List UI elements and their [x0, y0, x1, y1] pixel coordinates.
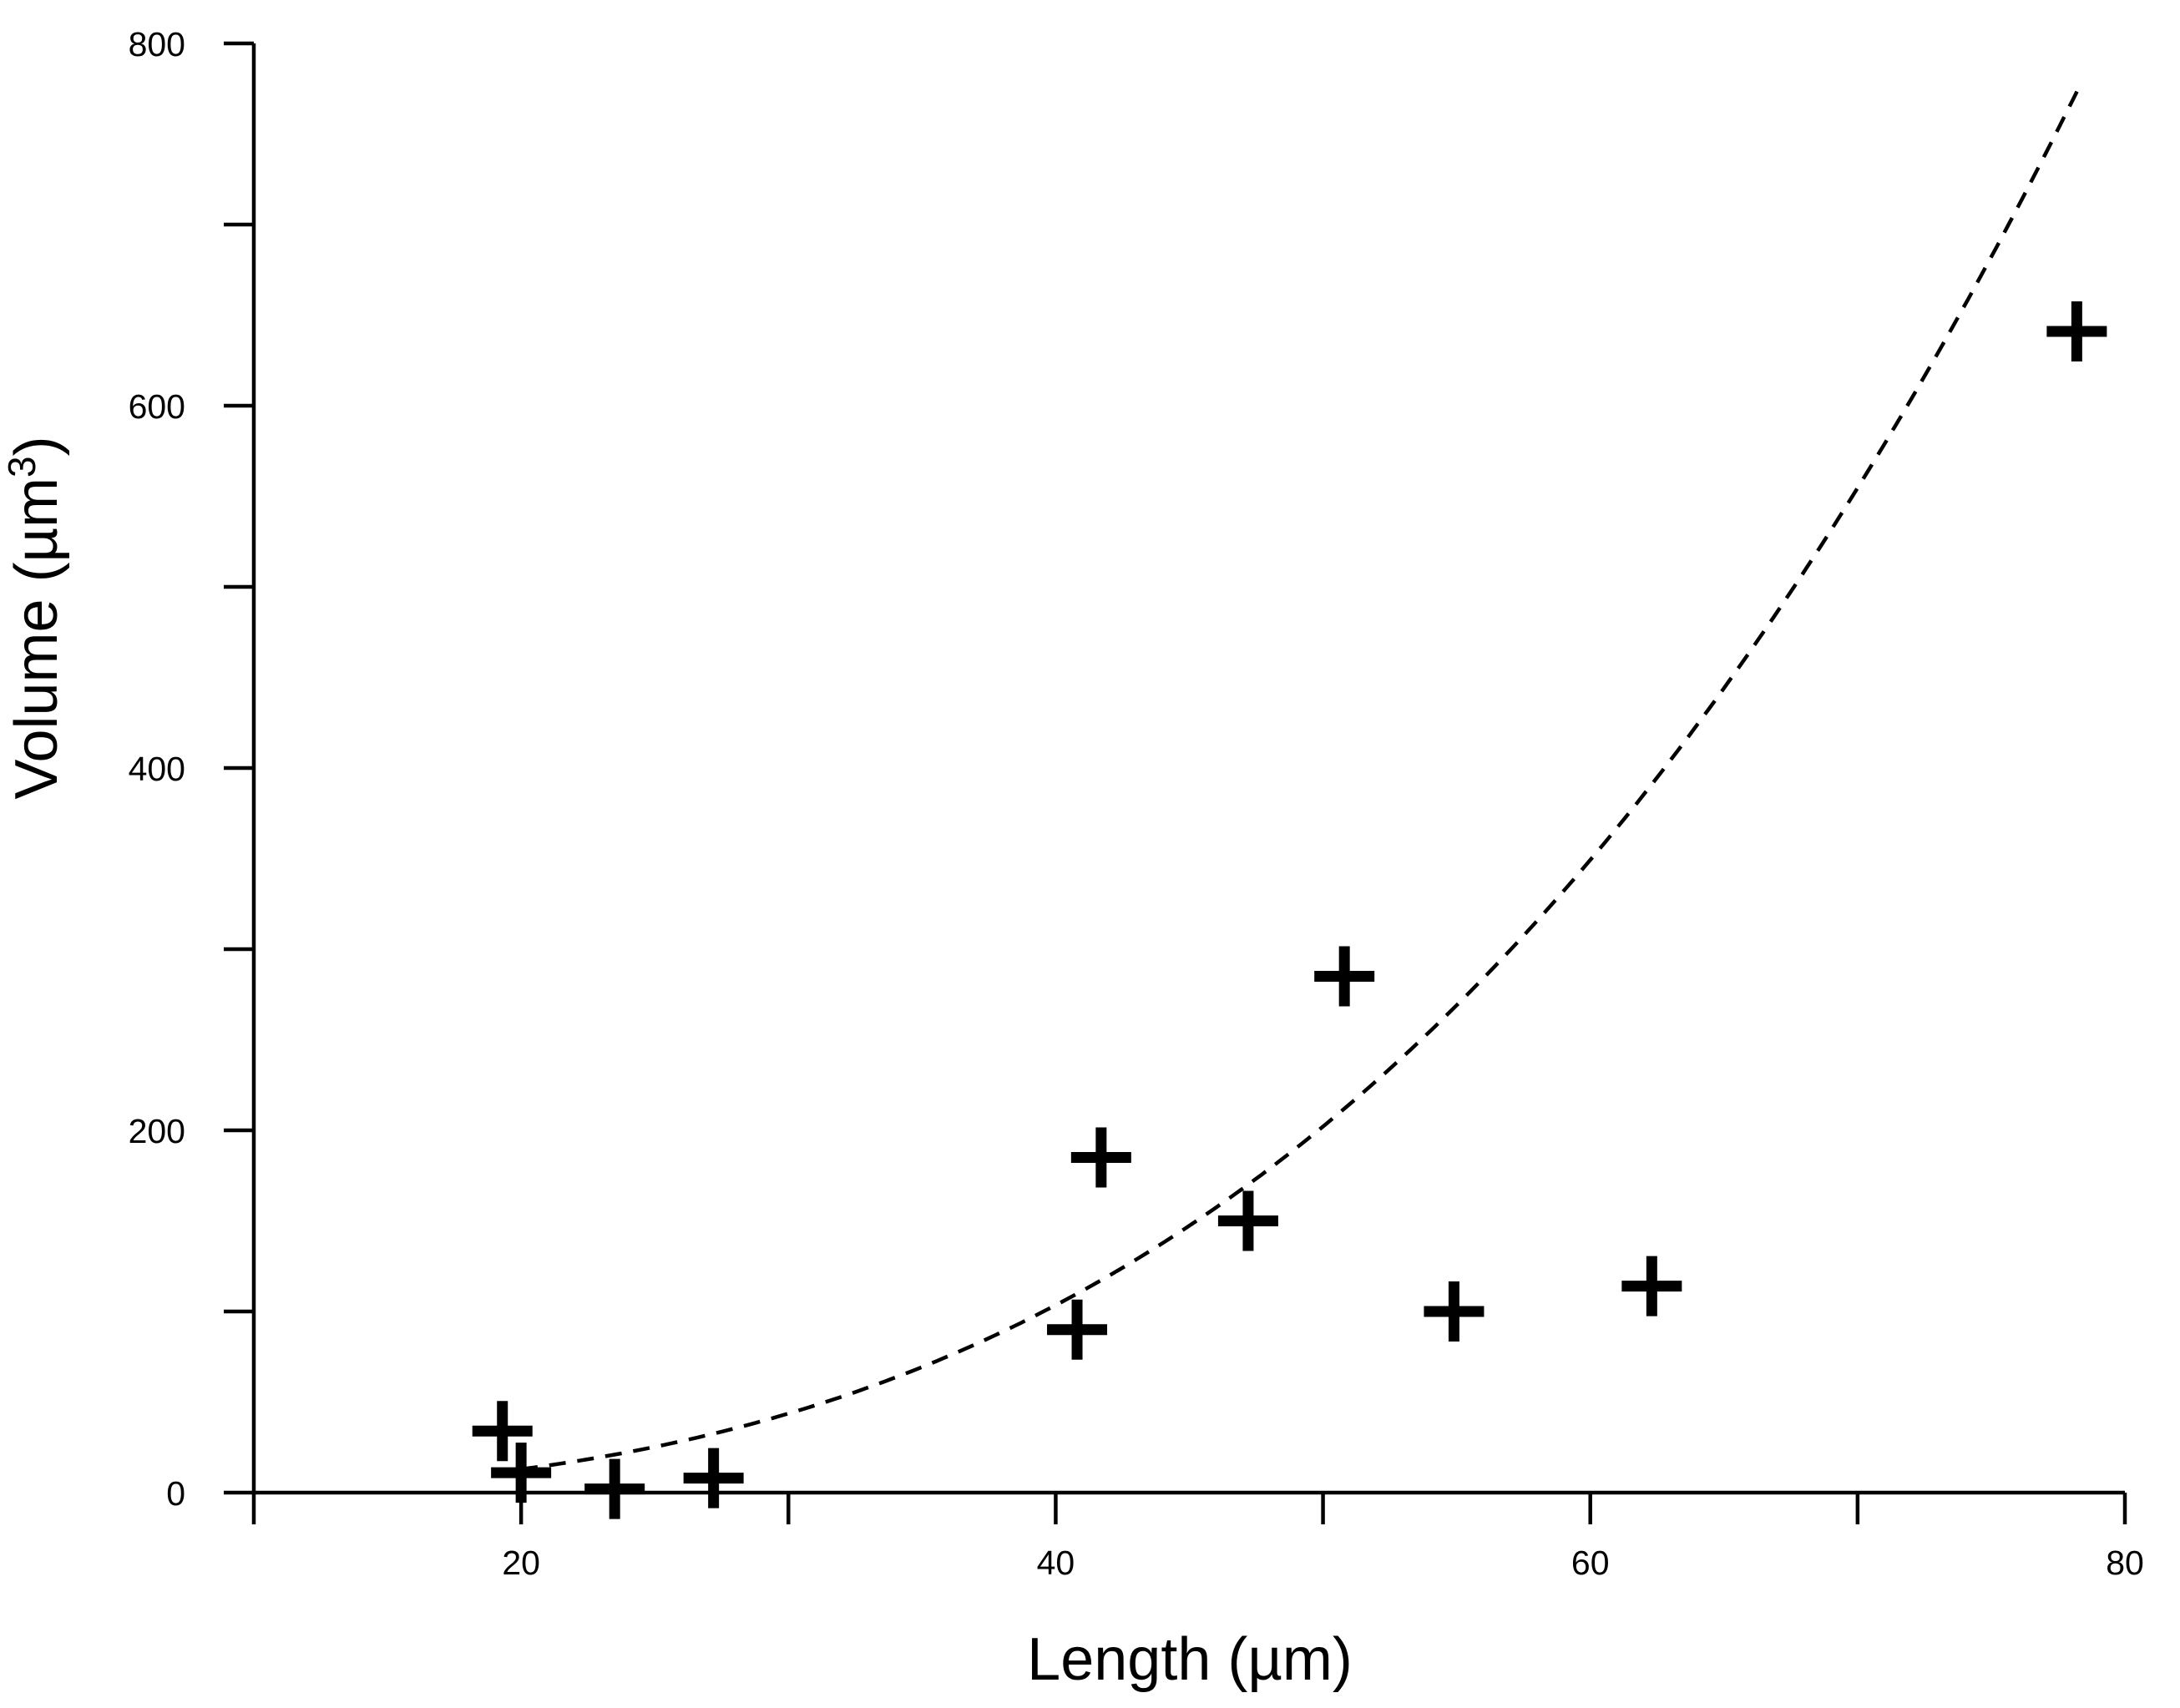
y-axis-title: Volume (µm3) [0, 436, 70, 799]
data-point-11 [2046, 301, 2107, 362]
x-tick-label-80: 80 [2106, 1544, 2144, 1582]
x-tick-label-40: 40 [1037, 1544, 1075, 1582]
data-point-4 [683, 1448, 744, 1508]
data-point-2 [491, 1443, 552, 1503]
y-tick-label-400: 400 [129, 750, 185, 788]
data-point-5 [1047, 1299, 1108, 1360]
y-axis-title-superscript: 3 [0, 456, 43, 478]
data-point-9 [1424, 1281, 1485, 1342]
y-tick-label-0: 0 [166, 1474, 185, 1513]
data-markers [472, 301, 2107, 1519]
x-tick-label-20: 20 [502, 1544, 540, 1582]
x-axis-title: Length (µm) [1027, 1626, 1353, 1693]
data-point-10 [1621, 1256, 1682, 1316]
y-tick-label-200: 200 [129, 1112, 185, 1150]
y-axis-title-main: Volume (µm [3, 478, 70, 800]
ticks [224, 41, 2127, 1524]
y-axis-title-end: ) [3, 436, 70, 456]
data-point-7 [1217, 1190, 1278, 1251]
y-tick-label-600: 600 [129, 387, 185, 426]
axes [251, 43, 2125, 1495]
data-point-1 [472, 1401, 533, 1462]
data-point-6 [1070, 1127, 1131, 1188]
data-point-3 [584, 1458, 645, 1519]
fit-curve [520, 85, 2081, 1472]
data-point-8 [1314, 946, 1375, 1007]
x-tick-label-60: 60 [1571, 1544, 1610, 1582]
y-tick-label-800: 800 [129, 25, 185, 63]
